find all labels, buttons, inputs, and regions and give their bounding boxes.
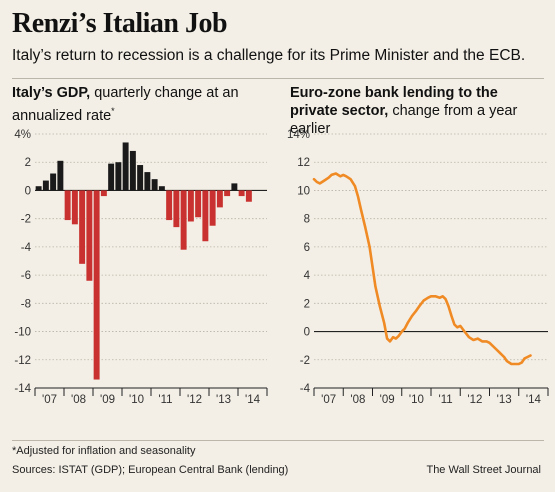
x-tick-label: '13	[497, 394, 512, 406]
gdp-bar	[50, 173, 57, 191]
x-tick-label: '08	[71, 394, 86, 406]
gdp-bar	[238, 190, 245, 197]
x-tick-label: '07	[42, 394, 57, 406]
gdp-bar	[64, 190, 71, 221]
footnote: *Adjusted for inflation and seasonality	[12, 445, 196, 457]
y-tick-label: -6	[21, 270, 31, 282]
x-tick-label: '11	[439, 394, 453, 406]
gdp-chart-title-bold: Italy’s GDP,	[12, 85, 91, 101]
gdp-bar	[129, 150, 136, 191]
y-tick-label: -2	[300, 355, 310, 367]
y-tick-label: -14	[14, 383, 31, 395]
credit: The Wall Street Journal	[426, 464, 541, 476]
gdp-bar	[180, 190, 187, 250]
gdp-bar	[122, 142, 129, 191]
gdp-bar	[144, 172, 151, 191]
gdp-chart-title: Italy’s GDP, quarterly change at an annu…	[12, 84, 262, 125]
x-tick-label: '14	[245, 394, 261, 406]
y-tick-label: -8	[21, 298, 31, 310]
gdp-bar-chart: 4% 2 0 -2 -4 -6 -8 -10 -12 -14 '07 '08 '09 '10 '11 '12 '…	[14, 129, 268, 406]
gdp-bar	[151, 179, 158, 191]
gdp-bar	[245, 190, 252, 202]
x-tick-label: '09	[100, 394, 115, 406]
y-tick-label: 2	[25, 157, 31, 169]
gdp-bar	[108, 163, 115, 191]
footer-divider	[12, 440, 544, 441]
gdp-bar	[35, 186, 42, 191]
gdp-bar	[195, 190, 202, 218]
gdp-bar	[42, 180, 49, 191]
lending-line-chart: 14% 12 10 8 6 4 2 0 -2 -4 '07 '08 '09 '10 '11 '12 '13 '14	[287, 129, 549, 406]
gdp-bar	[173, 190, 180, 228]
gdp-bar	[100, 190, 107, 197]
y-tick-label: 2	[304, 298, 310, 310]
y-tick-label: -10	[14, 327, 31, 339]
sources: Sources: ISTAT (GDP); European Central B…	[12, 464, 289, 476]
gdp-bar	[166, 190, 173, 221]
gdp-bar	[79, 190, 86, 264]
gdp-bar	[187, 190, 194, 222]
y-tick-label: 4%	[14, 129, 31, 141]
x-tick-label: '07	[321, 394, 336, 406]
page-title: Renzi’s Italian Job	[12, 8, 228, 39]
y-tick-label: -12	[14, 355, 31, 367]
gdp-bar	[216, 190, 223, 208]
gdp-bar	[115, 162, 122, 191]
y-tick-label: 14%	[287, 129, 310, 141]
y-tick-label: -4	[300, 383, 311, 395]
x-tick-label: '12	[467, 394, 482, 406]
y-tick-label: 8	[304, 214, 310, 226]
x-tick-label: '14	[526, 394, 542, 406]
gdp-bar	[137, 165, 144, 191]
y-tick-label: 10	[297, 185, 310, 197]
header-divider	[12, 78, 544, 79]
gdp-bar	[202, 190, 209, 242]
y-tick-label: 12	[297, 157, 310, 169]
gdp-bar	[231, 183, 238, 191]
x-tick-label: '09	[380, 394, 395, 406]
x-tick-label: '13	[216, 394, 231, 406]
x-tick-label: '12	[187, 394, 202, 406]
page-subtitle: Italy’s return to recession is a challen…	[12, 47, 526, 64]
gdp-bar	[71, 190, 78, 225]
y-tick-label: 0	[25, 185, 31, 197]
gdp-bar	[57, 160, 64, 191]
gdp-bar	[93, 190, 100, 380]
gdp-bar	[86, 190, 93, 281]
gdp-chart-title-mark: *	[111, 106, 115, 116]
y-tick-label: 6	[304, 242, 310, 254]
lending-line	[312, 172, 532, 366]
y-tick-label: -4	[21, 242, 32, 254]
lending-chart-title-bold: Euro-zone bank lending to the private se…	[290, 85, 498, 119]
x-tick-label: '08	[350, 394, 365, 406]
x-tick-label: '10	[409, 394, 424, 406]
gdp-bar	[209, 190, 216, 226]
y-tick-label: -2	[21, 214, 31, 226]
gdp-bar	[158, 186, 165, 191]
x-tick-label: '11	[158, 394, 172, 406]
gdp-chart-title-rest: quarterly change at an annualized rate	[12, 85, 239, 124]
y-tick-label: 4	[304, 270, 311, 282]
lending-chart-title-rest: change from a year earlier	[290, 103, 518, 137]
y-tick-label: 0	[304, 327, 310, 339]
lending-chart-title: Euro-zone bank lending to the private se…	[290, 84, 545, 138]
gdp-bar	[224, 190, 231, 197]
x-tick-label: '10	[129, 394, 144, 406]
